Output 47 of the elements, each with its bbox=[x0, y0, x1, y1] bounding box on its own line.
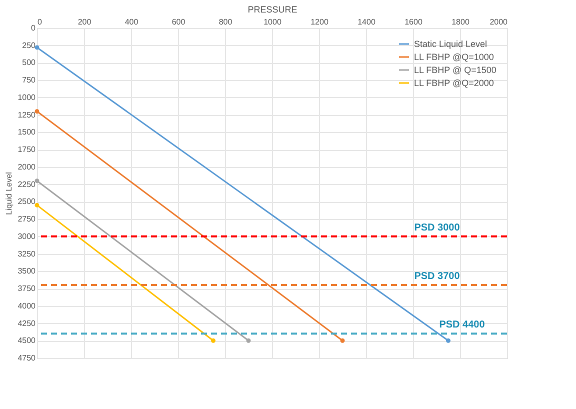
y-tick-label: 250 bbox=[22, 40, 36, 50]
y-tick-label: 4750 bbox=[18, 354, 36, 362]
x-tick-label: 1400 bbox=[358, 18, 376, 26]
y-tick-label: 500 bbox=[22, 58, 36, 68]
y-tick-label: 2000 bbox=[18, 162, 36, 172]
x-tick-label: 1800 bbox=[452, 18, 470, 26]
point bbox=[34, 202, 40, 208]
x-tick-label: 1600 bbox=[404, 18, 423, 26]
x-tick-label: 1000 bbox=[264, 18, 282, 26]
y-tick-label: 750 bbox=[22, 76, 36, 85]
y-tick-label: 4500 bbox=[18, 336, 36, 346]
y-tick-label: 4250 bbox=[18, 318, 36, 328]
ref-line-label: PSD 3700 bbox=[414, 271, 460, 282]
legend-label: LL FBHP @ Q=1500 bbox=[414, 65, 496, 75]
x-axis-title: PRESSURE bbox=[248, 4, 298, 14]
ref-line-label: PSD 3000 bbox=[414, 222, 460, 234]
legend-label: LL FBHP @Q=1000 bbox=[414, 52, 494, 62]
x-tick-label: 1200 bbox=[310, 18, 329, 26]
point bbox=[246, 338, 251, 343]
x-tick-label: 2000 bbox=[490, 18, 508, 26]
y-axis-title: Liquid Level bbox=[4, 172, 14, 215]
y-tick-label: 2250 bbox=[18, 180, 36, 189]
y-tick-label: 3250 bbox=[18, 249, 36, 258]
point bbox=[34, 178, 40, 184]
legend-label: Static Liquid Level bbox=[414, 39, 488, 49]
legend-label: LL FBHP @Q=2000 bbox=[414, 78, 494, 88]
y-tick-label: 3500 bbox=[18, 266, 36, 276]
y-tick-label: 1250 bbox=[18, 110, 36, 120]
y-tick-label: 3000 bbox=[18, 232, 36, 241]
point bbox=[446, 338, 450, 343]
x-tick-label: 400 bbox=[124, 18, 139, 26]
point bbox=[340, 338, 345, 343]
y-tick-label: 1750 bbox=[18, 145, 36, 154]
x-tick-label: 600 bbox=[172, 18, 186, 26]
y-tick-label: 3750 bbox=[18, 284, 36, 294]
y-tick-label: 0 bbox=[31, 24, 36, 32]
y-tick-label: 4000 bbox=[18, 301, 36, 310]
point bbox=[211, 338, 216, 343]
ref-line-label: PSD 4400 bbox=[439, 320, 486, 331]
x-tick-label: 800 bbox=[218, 18, 233, 26]
y-tick-label: 2500 bbox=[18, 197, 36, 206]
y-tick-label: 1500 bbox=[18, 128, 36, 137]
x-tick-label: 0 bbox=[38, 18, 42, 26]
x-tick-label: 200 bbox=[78, 18, 92, 26]
point bbox=[34, 109, 40, 114]
y-tick-label: 2750 bbox=[18, 214, 36, 224]
y-tick-label: 1000 bbox=[18, 92, 36, 102]
